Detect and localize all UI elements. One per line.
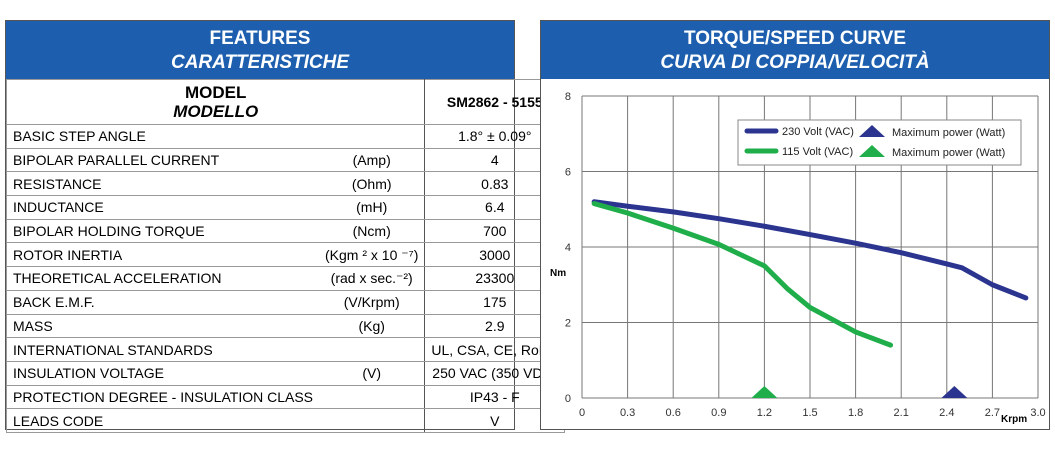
features-panel: FEATURES CARATTERISTICHE MODEL MODELLO SM… xyxy=(5,20,566,433)
chart-panel: TORQUE/SPEED CURVE CURVA DI COPPIA/VELOC… xyxy=(540,20,1050,430)
x-tick-label: 2.4 xyxy=(939,407,954,419)
model-row: MODEL MODELLO SM2862 - 5155 xyxy=(5,79,566,125)
row-unit: (Ohm) xyxy=(319,171,426,197)
row-label: ROTOR INERTIA xyxy=(6,242,320,268)
table-row: BIPOLAR HOLDING TORQUE (Ncm) 700 xyxy=(6,218,566,244)
table-row: BIPOLAR PARALLEL CURRENT (Amp) 4 xyxy=(6,147,566,173)
y-tick-label: 4 xyxy=(565,242,571,254)
row-unit: (V/Krpm) xyxy=(319,289,426,315)
chart-header: TORQUE/SPEED CURVE CURVA DI COPPIA/VELOC… xyxy=(541,21,1049,79)
x-tick-label: 0 xyxy=(579,407,585,419)
y-axis-label: Nm xyxy=(550,268,566,279)
row-unit: (Ncm) xyxy=(319,218,426,244)
x-axis-label: Krpm xyxy=(1001,414,1027,425)
model-label-it: MODELLO xyxy=(173,102,259,121)
row-unit: (mH) xyxy=(319,195,426,220)
row-unit xyxy=(319,124,426,149)
row-value: UL, CSA, CE, RoHS xyxy=(424,337,566,362)
table-row: THEORETICAL ACCELERATION (rad x sec.⁻²) 23… xyxy=(6,266,566,291)
legend-marker-label-1: Maximum power (Watt) xyxy=(892,147,1005,159)
legend-marker-label-0: Maximum power (Watt) xyxy=(892,127,1005,139)
table-row: BASIC STEP ANGLE 1.8° ± 0.09° xyxy=(6,124,566,149)
features-subtitle: CARATTERISTICHE xyxy=(170,52,350,73)
y-tick-label: 6 xyxy=(565,167,571,179)
features-header: FEATURES CARATTERISTICHE xyxy=(6,21,514,79)
row-unit xyxy=(319,337,426,362)
x-tick-label: 0.3 xyxy=(620,407,635,419)
features-title: FEATURES xyxy=(209,28,311,49)
features-table: MODEL MODELLO SM2862 - 5155 BASIC STEP AN… xyxy=(5,79,566,433)
series-line-1 xyxy=(591,201,894,348)
max-power-marker-0 xyxy=(941,386,968,398)
row-label: BIPOLAR HOLDING TORQUE xyxy=(6,218,320,244)
x-tick-label: 2.7 xyxy=(985,407,1000,419)
row-unit: (V) xyxy=(319,360,426,386)
row-label: BASIC STEP ANGLE xyxy=(6,124,320,149)
row-label: THEORETICAL ACCELERATION xyxy=(6,266,320,291)
row-unit: (rad x sec.⁻²) xyxy=(319,266,426,291)
x-tick-label: 3.0 xyxy=(1030,407,1045,419)
series-line-0 xyxy=(591,199,1029,301)
y-tick-label: 2 xyxy=(565,318,571,330)
max-power-marker-1 xyxy=(751,386,778,398)
table-row: LEADS CODE V xyxy=(6,408,566,433)
table-row: INTERNATIONAL STANDARDS UL, CSA, CE, RoHS xyxy=(6,337,566,362)
row-label: RESISTANCE xyxy=(6,171,320,197)
row-unit: (Kg) xyxy=(319,313,426,339)
table-row: INSULATION VOLTAGE (V) 250 VAC (350 VDC) xyxy=(6,360,566,386)
y-tick-label: 8 xyxy=(565,91,571,103)
chart-subtitle: CURVA DI COPPIA/VELOCITÀ xyxy=(660,52,930,73)
row-unit xyxy=(319,408,426,433)
table-row: MASS (Kg) 2.9 xyxy=(6,313,566,339)
x-tick-label: 0.6 xyxy=(666,407,681,419)
legend-label-1: 115 Volt (VAC) xyxy=(782,146,853,158)
row-label: BACK E.M.F. xyxy=(6,289,320,315)
torque-speed-chart: 0 0.3 0.6 0.9 1.2 1.5 1.8 2.1 2.4 2.7 3.0 0 2 4 6 8 Nm Kr… xyxy=(550,91,1046,425)
chart-title: TORQUE/SPEED CURVE xyxy=(683,28,907,49)
row-unit: (Amp) xyxy=(319,147,426,173)
x-tick-label: 1.8 xyxy=(848,407,863,419)
row-unit: (Kgm ² x 10 ⁻⁷) xyxy=(319,242,426,268)
row-label: PROTECTION DEGREE - INSULATION CLASS xyxy=(6,384,320,410)
x-tick-label: 0.9 xyxy=(711,407,726,419)
table-row: ROTOR INERTIA (Kgm ² x 10 ⁻⁷) 3000 xyxy=(6,242,566,268)
x-tick-label: 1.5 xyxy=(802,407,817,419)
legend-label-0: 230 Volt (VAC) xyxy=(782,126,854,138)
row-label: MASS xyxy=(6,313,320,339)
row-label: INTERNATIONAL STANDARDS xyxy=(6,337,320,362)
row-label: LEADS CODE xyxy=(6,408,320,433)
table-row: RESISTANCE (Ohm) 0.83 xyxy=(6,171,566,197)
model-label: MODEL xyxy=(184,83,247,102)
x-tick-label: 2.1 xyxy=(894,407,909,419)
legend-marker-1 xyxy=(859,145,885,157)
legend-marker-0 xyxy=(859,125,885,137)
row-label: BIPOLAR PARALLEL CURRENT xyxy=(6,147,320,173)
table-row: PROTECTION DEGREE - INSULATION CLASS IP43… xyxy=(6,384,566,410)
table-row: INDUCTANCE (mH) 6.4 xyxy=(6,195,566,220)
row-label: INSULATION VOLTAGE xyxy=(6,360,320,386)
row-label: INDUCTANCE xyxy=(6,195,320,220)
legend-box xyxy=(737,119,1022,166)
table-row: BACK E.M.F. (V/Krpm) 175 xyxy=(6,289,566,315)
y-tick-label: 0 xyxy=(565,393,571,405)
row-unit xyxy=(319,384,426,410)
x-tick-label: 1.2 xyxy=(757,407,772,419)
